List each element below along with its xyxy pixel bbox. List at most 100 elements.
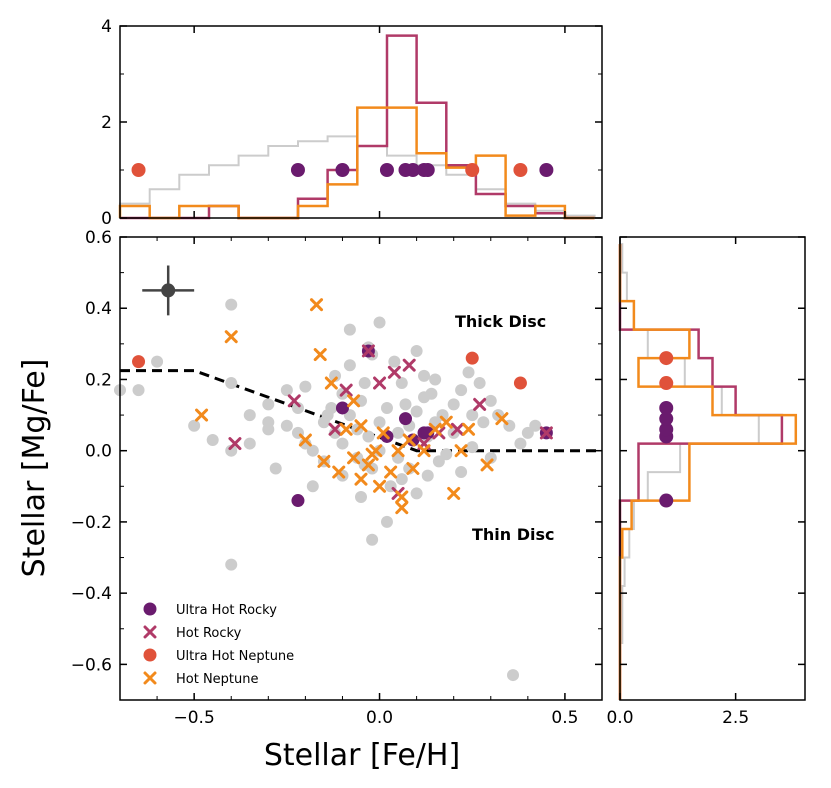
y-tick-label: 0.4	[85, 299, 112, 319]
series-hot_neptune	[195, 298, 509, 515]
background-point	[362, 430, 375, 443]
hot_neptune-point	[324, 376, 338, 390]
background-point	[269, 462, 282, 475]
background-point	[429, 373, 442, 386]
hot_neptune-point	[428, 422, 442, 436]
hot_neptune-point	[339, 422, 353, 436]
right-histogram-panel: 0.0 2.5	[606, 236, 806, 728]
background-point	[447, 398, 460, 411]
hot_neptune-point	[447, 486, 461, 500]
background-point	[455, 384, 468, 397]
hot_neptune-point	[317, 454, 331, 468]
legend-marker-hot_rocky	[143, 625, 157, 639]
series-background	[114, 298, 542, 682]
background-point	[529, 419, 542, 432]
background-point	[280, 419, 293, 432]
top-hist-point-ultra_hot_rocky	[539, 163, 554, 177]
top-hist-point-ultra_hot_rocky	[379, 163, 394, 177]
hot_neptune-point	[384, 465, 398, 479]
hot_neptune-point	[417, 444, 431, 458]
background-point	[151, 355, 164, 368]
background-point	[507, 669, 520, 682]
top-histogram-panel: 0 2 4	[101, 17, 603, 229]
background-point	[299, 380, 312, 393]
hot_neptune-point	[406, 462, 420, 475]
hot_neptune-point	[361, 458, 375, 472]
top-y-tick-label: 4	[101, 17, 112, 37]
y-tick-label: −0.6	[71, 655, 112, 675]
x-tick-label: 0.5	[551, 708, 578, 728]
background-point	[395, 473, 408, 486]
y-tick-label: 0.6	[85, 228, 112, 248]
hot_rocky-point	[228, 437, 242, 451]
background-point	[466, 441, 479, 454]
right-hist-point-ultra_hot_rocky	[659, 411, 674, 426]
right-frame	[619, 236, 806, 701]
background-point	[473, 377, 486, 390]
background-point	[373, 316, 386, 329]
ultra_hot_rocky-point	[335, 401, 349, 415]
background-point	[280, 384, 293, 397]
main-frame	[119, 236, 603, 701]
hot_rocky-point	[402, 358, 416, 372]
background-point	[262, 416, 275, 429]
legend: Ultra Hot Rocky Hot Rocky Ultra Hot Neptun…	[143, 602, 294, 687]
background-point	[425, 387, 438, 400]
background-point	[380, 515, 393, 528]
background-point	[392, 426, 405, 439]
legend-marker-ultra_hot_rocky	[143, 602, 157, 616]
background-point	[521, 426, 534, 439]
top-y-tick-label: 2	[101, 113, 112, 133]
background-point	[343, 359, 356, 372]
top-y-tick-label: 0	[101, 209, 112, 229]
hot_neptune-point	[439, 415, 453, 429]
hot_neptune-point	[395, 490, 409, 504]
ultra_hot_rocky-point	[421, 426, 435, 440]
hot_neptune-point	[376, 426, 390, 440]
x-tick-label: 0.0	[366, 708, 393, 728]
ultra_hot_rocky-point	[406, 433, 420, 447]
top-hist-point-ultra_hot_neptune	[465, 163, 480, 177]
y-tick-label: −0.4	[71, 584, 112, 604]
hot_neptune-point	[298, 433, 312, 447]
hot_rocky-point	[539, 426, 553, 440]
y-tick-label: −0.2	[71, 513, 112, 533]
background-point	[358, 458, 371, 471]
hot_rocky-point	[387, 365, 401, 379]
background-point	[455, 466, 468, 479]
y-tick-label: 0.0	[85, 442, 112, 462]
background-point	[343, 323, 356, 336]
top-hist-point-ultra_hot_rocky	[405, 163, 420, 177]
background-point	[373, 444, 386, 457]
background-point	[321, 409, 334, 422]
top-hist-point-ultra_hot_neptune	[513, 163, 528, 177]
background-point	[291, 401, 304, 414]
legend-label: Ultra Hot Neptune	[176, 649, 294, 664]
background-point	[225, 298, 238, 311]
right-hist-point-ultra_hot_neptune	[659, 351, 674, 366]
background-point	[306, 444, 319, 457]
background-point	[336, 437, 349, 450]
background-point	[206, 434, 219, 447]
legend-item-hot_neptune: Hot Neptune	[143, 671, 259, 687]
background-point	[421, 469, 434, 482]
background-point	[410, 405, 423, 418]
background-point	[395, 377, 408, 390]
background-point	[514, 437, 527, 450]
series-ultra_hot_neptune	[132, 351, 527, 390]
background-point	[329, 369, 342, 382]
background-point	[440, 448, 453, 461]
error-bar	[142, 265, 195, 316]
x-axis-label: Stellar [Fe/H]	[264, 738, 460, 773]
right-hist-point-ultra_hot_neptune	[659, 376, 674, 391]
legend-label: Hot Neptune	[176, 672, 259, 687]
background-point	[262, 398, 275, 411]
background-point	[432, 455, 445, 468]
background-point	[373, 416, 386, 429]
hot_rocky-point	[287, 394, 301, 408]
hot_neptune-point	[454, 444, 468, 458]
thin-disc-label: Thin Disc	[472, 525, 555, 544]
disc-divider-line	[120, 369, 602, 453]
background-point	[380, 401, 393, 414]
